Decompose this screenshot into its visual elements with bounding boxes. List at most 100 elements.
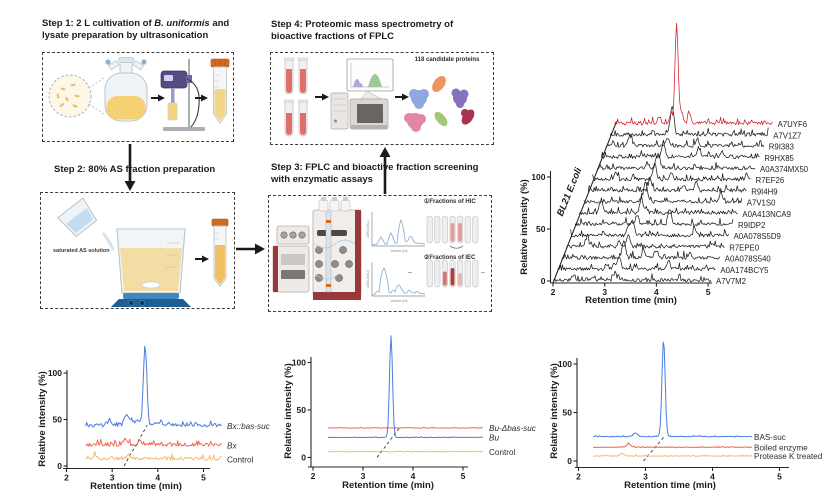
y-tick-label: 100	[292, 357, 306, 367]
bas-suc-chromatogram: 0 50 100 2 3 4 5 Retention time (min) Relative i…	[549, 341, 823, 491]
trace-Bx::bas-suc	[85, 345, 223, 428]
x-tick-label: 3	[602, 287, 607, 297]
trace-label-A7V7M2: A7V7M2	[716, 277, 746, 286]
mass-spec-icon	[330, 90, 389, 130]
trace-Control	[85, 451, 222, 461]
trace-A0A413NCA9	[579, 194, 738, 215]
trace-A7UYF6	[614, 22, 773, 126]
culture-flask-icon	[104, 57, 148, 122]
x-axis-title: Retention time (min)	[90, 481, 182, 492]
x-tick-label: 4	[411, 471, 416, 481]
y-tick-label: 100	[531, 172, 545, 182]
trace-BAS-suc	[593, 341, 753, 438]
step1-title-species: B. uniformis	[154, 18, 210, 29]
trace-A0A078S540	[561, 240, 721, 260]
y-axis-title: Relative intensity (%)	[519, 179, 530, 275]
x-tick-label: 4	[710, 472, 715, 482]
trace-Bu	[327, 335, 484, 439]
y-tick-label: 50	[297, 405, 307, 415]
step4-title: Step 4: Proteomic mass spectrometry of b…	[271, 19, 454, 43]
x-tick-label: 4	[654, 287, 659, 297]
hic-fractions-label: ①Fractions of HIC	[424, 199, 476, 205]
y-tick-label: 0	[301, 452, 306, 462]
trace-label-R7EF26: R7EF26	[756, 176, 785, 185]
candidate-proteins-label: 118 candidate proteins	[414, 57, 480, 63]
spectrum-popup-icon	[346, 58, 394, 92]
pour-stream	[101, 232, 115, 251]
legend-label-Control: Control	[227, 455, 254, 464]
arrow-icon	[395, 93, 409, 101]
arrow-step3-to-step4	[379, 147, 391, 194]
x-tick-label: 3	[361, 471, 366, 481]
x-tick-label: 4	[155, 473, 160, 483]
sample-tubes-icon	[283, 57, 309, 137]
x-tick-label: 2	[576, 472, 581, 482]
alignment-dash-line	[643, 435, 666, 462]
y-tick-label: 50	[53, 414, 63, 424]
trace-label-A0A078S540: A0A078S540	[725, 255, 772, 264]
legend-label-Protease K treated: Protease K treated	[754, 452, 823, 461]
x-tick-label: 2	[64, 473, 69, 483]
step2-title: Step 2: 80% AS fraction preparation	[54, 164, 216, 175]
step1-title: Step 1: 2 L cultivation of B. uniformis …	[42, 18, 240, 43]
legend-label-BAS-suc: BAS-suc	[754, 433, 786, 442]
arrow-icon	[195, 94, 208, 102]
y-axis-title: Relative intensity (%)	[549, 363, 560, 459]
falcon-tube-icon	[211, 218, 229, 288]
x-tick-label: 3	[643, 472, 648, 482]
legend-label-Boiled enzyme: Boiled enzyme	[754, 443, 808, 452]
arrow-icon	[151, 94, 165, 102]
y-axis-title: Relative intensity (%)	[283, 363, 294, 459]
waterfall-diagonal	[552, 121, 618, 284]
step4-box	[270, 52, 494, 145]
trace-label-R9I4H9: R9I4H9	[751, 187, 777, 196]
trace-label-A0A374MX50: A0A374MX50	[760, 165, 809, 174]
beaker-icon	[116, 228, 186, 294]
step1-title-text: Step 1: 2 L cultivation of	[42, 18, 155, 29]
mini-xlabel: Volume (ml)	[390, 299, 407, 303]
arrow-step1-to-step2	[124, 144, 136, 191]
x-axis-title: Retention time (min)	[342, 480, 434, 491]
legend-label-Bu-Δbas-suc: Bu-Δbas-suc	[489, 424, 536, 433]
alignment-dash-line	[376, 426, 401, 458]
trace-label-A0A174BCY5: A0A174BCY5	[720, 266, 769, 275]
mini-chromatogram-iec: A280 (mAU) Volume (ml)	[366, 262, 426, 303]
trace-label-R7EPE0: R7EPE0	[729, 243, 760, 252]
arrow-icon	[195, 255, 209, 263]
legend-label-Bx::bas-suc: Bx::bas-suc	[227, 422, 270, 431]
x-tick-label: 5	[201, 473, 206, 483]
mini-xlabel: Volume (ml)	[390, 249, 407, 253]
legend-label-Bx: Bx	[227, 442, 237, 451]
x-tick-label: 3	[110, 473, 115, 483]
step2-illustration	[57, 197, 229, 307]
trace-A7V1S0	[583, 181, 743, 204]
x-tick-label: 5	[706, 287, 711, 297]
y-tick-label: 0	[541, 276, 546, 286]
y-axis-title: Relative intensity (%)	[37, 371, 48, 467]
trace-label-R9IDP2: R9IDP2	[738, 221, 765, 230]
bracket	[449, 245, 464, 249]
trace-A7V1Z7	[609, 106, 769, 137]
fplc-instrument-icon	[272, 197, 362, 300]
trace-R9I4H9	[587, 176, 747, 193]
trace-label-A0A413NCA9: A0A413NCA9	[742, 210, 791, 219]
x-tick-label: 5	[777, 472, 782, 482]
mini-ylabel: A280 (mAU)	[366, 220, 370, 238]
saturated-as-label: saturated AS solution	[53, 248, 110, 254]
trace-A0A174BCY5	[557, 256, 716, 271]
iec-fractions-label: ②Fractions of IEC	[424, 255, 476, 261]
trace-R9I383	[605, 133, 765, 148]
bu-chromatogram: 0 50 100 2 3 4 5 Retention time (min) Relative i…	[283, 335, 536, 491]
step3-illustration: A280 (mAU) Volume (ml) A280 (mAU) Volume…	[272, 197, 479, 303]
step1-box	[42, 52, 234, 142]
trace-Bu-Δbas-suc	[327, 426, 484, 429]
arrow-icon	[315, 93, 329, 101]
step4-illustration	[283, 57, 475, 137]
mini-chromatogram-hic: A280 (mAU) Volume (ml)	[366, 212, 426, 253]
trace-label-A7UYF6: A7UYF6	[778, 120, 807, 129]
step3-title: Step 3: FPLC and bioactive fraction scre…	[271, 162, 479, 186]
trace-A0A078S5D9	[570, 219, 729, 238]
magnetic-stirrer-icon	[111, 293, 191, 307]
alignment-dash-line	[123, 424, 148, 467]
